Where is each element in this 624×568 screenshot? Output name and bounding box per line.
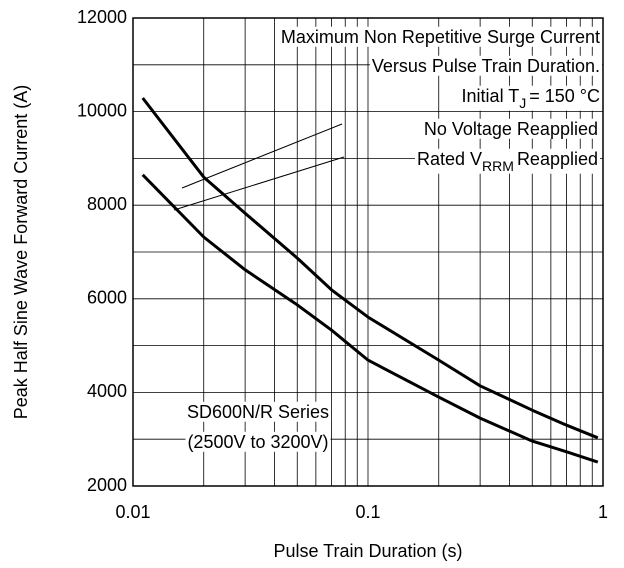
series-note: (2500V to 3200V) <box>187 432 328 452</box>
x-tick-label: 0.1 <box>355 502 380 522</box>
chart-title-background <box>278 26 602 47</box>
legend-label-background <box>415 148 600 174</box>
series-note-background <box>184 401 332 422</box>
legend-label-background <box>421 118 600 139</box>
leader-line <box>173 156 345 211</box>
y-tick-label: 10000 <box>77 100 127 120</box>
legend-label-part: Reapplied <box>517 149 598 169</box>
leader-line <box>181 123 343 189</box>
chart-title-part: Initial T <box>462 86 520 106</box>
series-note-background <box>185 431 331 452</box>
legend-label: No Voltage Reapplied <box>424 119 598 139</box>
chart-title: Versus Pulse Train Duration. <box>372 56 600 76</box>
y-tick-label: 12000 <box>77 7 127 27</box>
chart-title-part: = 150 °C <box>529 86 600 106</box>
x-axis-label: Pulse Train Duration (s) <box>273 541 462 561</box>
series-line <box>141 173 599 464</box>
labels: 2000 4000 6000 8000 10000 12000 0.01 0.1 1 Maximu… <box>77 7 608 522</box>
y-axis-label: Peak Half Sine Wave Forward Current (A) <box>11 85 31 419</box>
y-tick-label: 4000 <box>87 381 127 401</box>
legend-label: Rated VRRM Reapplied <box>417 149 598 174</box>
x-tick-label: 1 <box>598 502 608 522</box>
series-line <box>141 97 599 440</box>
chart-title: Maximum Non Repetitive Surge Current <box>281 27 600 47</box>
chart-title-background <box>459 85 602 111</box>
series-note: SD600N/R Series <box>187 402 329 422</box>
x-tick-label: 0.01 <box>115 502 150 522</box>
y-tick-label: 8000 <box>87 194 127 214</box>
legend-label-part: Rated V <box>417 149 482 169</box>
legend-label-part: RRM <box>482 158 514 174</box>
plot <box>141 97 599 464</box>
chart-title-background <box>369 55 602 76</box>
y-tick-label: 2000 <box>87 475 127 495</box>
chart-title: Initial TJ = 150 °C <box>462 86 600 111</box>
y-tick-label: 6000 <box>87 288 127 308</box>
chart-title-part: J <box>519 95 526 111</box>
